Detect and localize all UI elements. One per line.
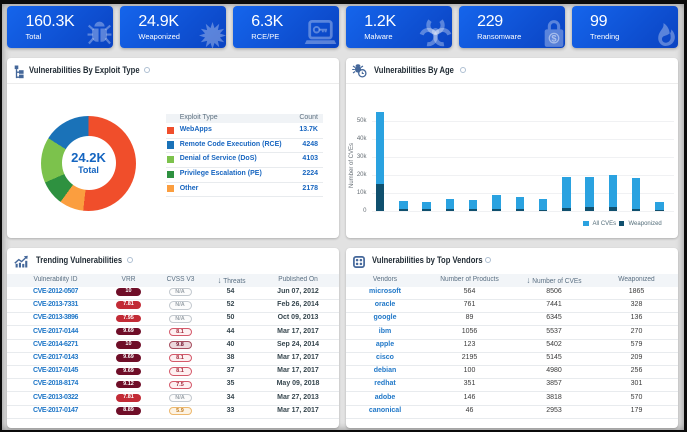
svg-text:$: $	[551, 33, 557, 43]
